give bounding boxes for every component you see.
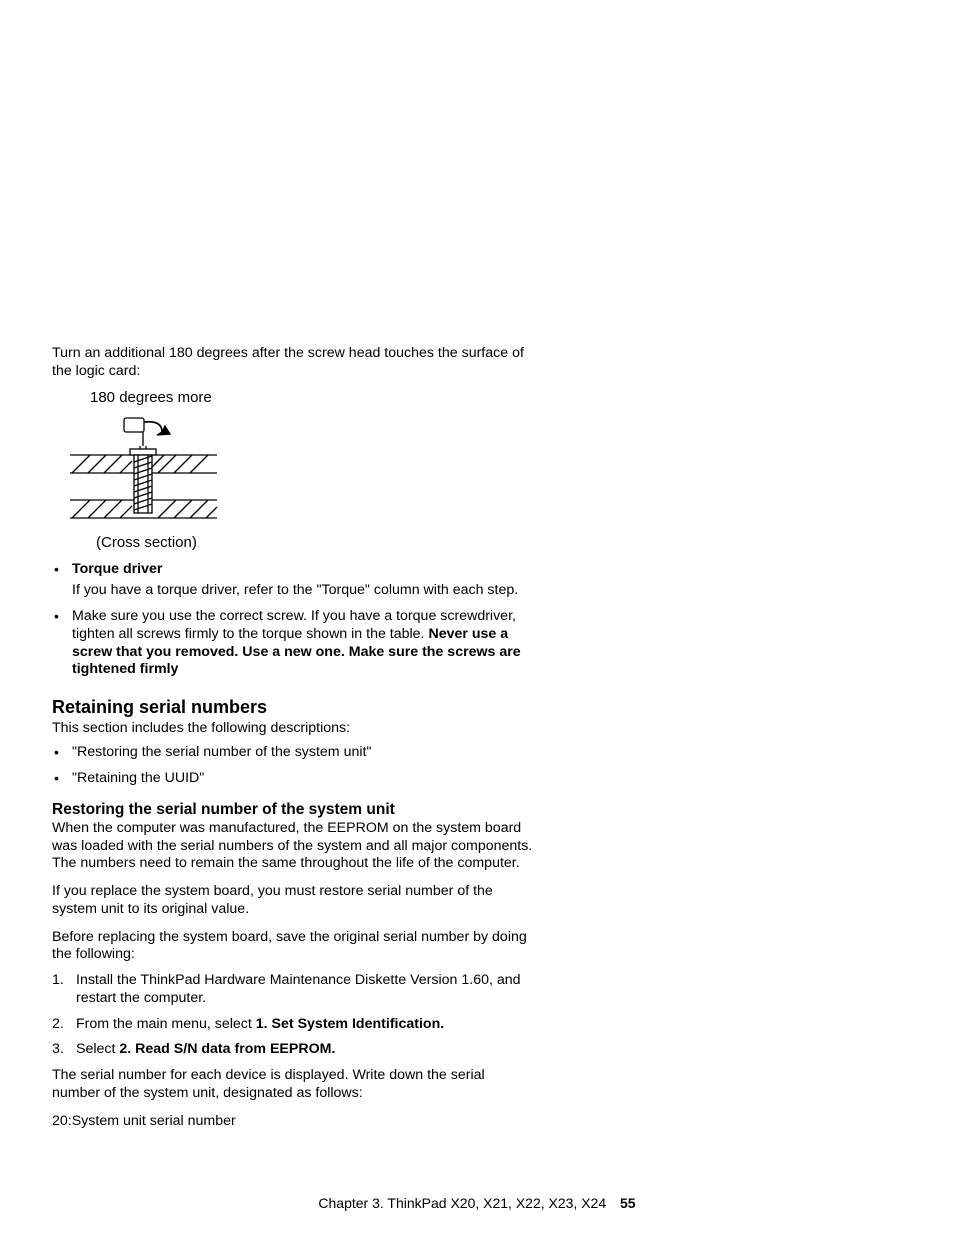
step-text: From the main menu, select xyxy=(76,1016,256,1032)
bullet-correct-screw: Make sure you use the correct screw. If … xyxy=(52,608,534,679)
bullet-title: Torque driver xyxy=(72,561,162,577)
section-intro: This section includes the following desc… xyxy=(52,720,534,738)
after-steps-paragraph: The serial number for each device is dis… xyxy=(52,1067,534,1103)
para-3: Before replacing the system board, save … xyxy=(52,929,534,965)
bullet-torque-driver: Torque driver If you have a torque drive… xyxy=(52,561,534,601)
section-heading: Retaining serial numbers xyxy=(52,697,534,718)
torque-bullet-list: Torque driver If you have a torque drive… xyxy=(52,561,534,680)
figure-bottom-label: (Cross section) xyxy=(96,534,534,551)
description-list: "Restoring the serial number of the syst… xyxy=(52,744,534,788)
serial-line: 20:System unit serial number xyxy=(52,1113,534,1131)
intro-paragraph: Turn an additional 180 degrees after the… xyxy=(52,345,534,381)
desc-item-restoring: "Restoring the serial number of the syst… xyxy=(52,744,534,762)
step-bold: 1. Set System Identification. xyxy=(256,1016,444,1032)
desc-item-uuid: "Retaining the UUID" xyxy=(52,770,534,788)
steps-list: Install the ThinkPad Hardware Maintenanc… xyxy=(52,972,534,1059)
subsection-heading: Restoring the serial number of the syste… xyxy=(52,801,534,820)
bullet-body: If you have a torque driver, refer to th… xyxy=(72,582,534,600)
step-3: Select 2. Read S/N data from EEPROM. xyxy=(52,1041,534,1059)
step-text: Select xyxy=(76,1041,119,1057)
figure-top-label: 180 degrees more xyxy=(90,389,534,406)
footer-chapter: Chapter 3. ThinkPad X20, X21, X22, X23, … xyxy=(318,1195,606,1211)
document-page: Turn an additional 180 degrees after the… xyxy=(0,0,954,1235)
screw-diagram xyxy=(62,410,232,530)
para-2: If you replace the system board, you mus… xyxy=(52,883,534,919)
cross-section-figure: 180 degrees more xyxy=(62,389,534,551)
step-1: Install the ThinkPad Hardware Maintenanc… xyxy=(52,972,534,1008)
step-2: From the main menu, select 1. Set System… xyxy=(52,1016,534,1034)
page-footer: Chapter 3. ThinkPad X20, X21, X22, X23, … xyxy=(0,1195,954,1211)
footer-page-number: 55 xyxy=(620,1195,636,1211)
para-1: When the computer was manufactured, the … xyxy=(52,820,534,873)
step-bold: 2. Read S/N data from EEPROM. xyxy=(119,1041,335,1057)
step-text: Install the ThinkPad Hardware Maintenanc… xyxy=(76,972,521,1006)
